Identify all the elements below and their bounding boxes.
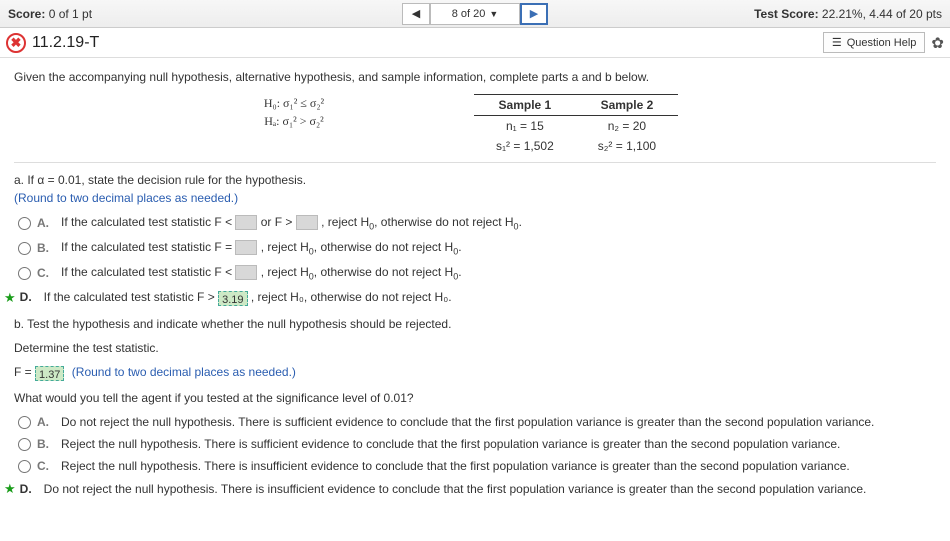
separator [14, 162, 936, 163]
part-a-options: A. If the calculated test statistic F < … [14, 213, 936, 307]
score-left: Score: 0 of 1 pt [8, 7, 92, 21]
score-value: 0 of 1 pt [49, 7, 92, 21]
f-note: (Round to two decimal places as needed.) [72, 365, 296, 379]
letter-B: B. [37, 239, 55, 257]
opt-a-D-value: 3.19 [218, 291, 247, 306]
f-row: F = 1.37 (Round to two decimal places as… [14, 363, 936, 381]
radio-a-C[interactable] [18, 267, 31, 280]
opt-b-A-text: Do not reject the null hypothesis. There… [61, 413, 874, 431]
radio-a-A[interactable] [18, 217, 31, 230]
option-a-C[interactable]: C. If the calculated test statistic F < … [14, 263, 936, 284]
sample2-header: Sample 2 [576, 95, 678, 116]
letter-bC: C. [37, 457, 55, 475]
radio-b-C[interactable] [18, 460, 31, 473]
sub-bar: ✖ 11.2.19-T ☰ Question Help ✿ [0, 28, 950, 58]
option-b-C[interactable]: C. Reject the null hypothesis. There is … [14, 457, 936, 475]
settings-icon[interactable]: ✿ [931, 34, 944, 52]
question-id: 11.2.19-T [32, 34, 99, 52]
letter-bD: D. [20, 480, 38, 498]
opt-b-D-text: Do not reject the null hypothesis. There… [44, 480, 867, 498]
nav-center: ◀ 8 of 20 ▼ ▶ [402, 3, 548, 25]
radio-b-A[interactable] [18, 416, 31, 429]
question-help-button[interactable]: ☰ Question Help [823, 32, 926, 53]
question-help-label: Question Help [847, 37, 917, 49]
sample-table: Sample 1 Sample 2 n₁ = 15 n₂ = 20 s₁² = … [474, 94, 678, 156]
opt-a-C-text: If the calculated test statistic F < , r… [61, 263, 462, 284]
score-label: Score: [8, 7, 45, 21]
opt-a-B-text: If the calculated test statistic F = , r… [61, 238, 462, 259]
opt-b-B-text: Reject the null hypothesis. There is suf… [61, 435, 840, 453]
test-score-label: Test Score: [754, 7, 818, 21]
h0: H₀: σ₁² ≤ σ₂² [154, 94, 434, 112]
part-a-note: (Round to two decimal places as needed.) [14, 189, 936, 207]
opt-a-D-text: If the calculated test statistic F > 3.1… [44, 288, 452, 306]
next-button[interactable]: ▶ [520, 3, 548, 25]
n1: n₁ = 15 [474, 116, 576, 137]
opt-a-A-text: If the calculated test statistic F < or … [61, 213, 522, 234]
letter-bB: B. [37, 435, 55, 453]
part-b-q2: What would you tell the agent if you tes… [14, 389, 936, 407]
determine-label: Determine the test statistic. [14, 339, 936, 357]
sample1-header: Sample 1 [474, 95, 576, 116]
option-b-A[interactable]: A. Do not reject the null hypothesis. Th… [14, 413, 936, 431]
s2: s₂² = 1,100 [576, 136, 678, 156]
prompt-text: Given the accompanying null hypothesis, … [14, 68, 936, 86]
option-b-B[interactable]: B. Reject the null hypothesis. There is … [14, 435, 936, 453]
correct-star-icon-2: ★ [4, 479, 16, 499]
list-icon: ☰ [832, 36, 842, 49]
top-bar: Score: 0 of 1 pt ◀ 8 of 20 ▼ ▶ Test Scor… [0, 0, 950, 28]
n2: n₂ = 20 [576, 116, 678, 137]
radio-b-B[interactable] [18, 438, 31, 451]
option-b-D[interactable]: ★ D. Do not reject the null hypothesis. … [14, 479, 936, 499]
caret-down-icon: ▼ [489, 9, 498, 19]
page-selector[interactable]: 8 of 20 ▼ [430, 3, 520, 25]
radio-a-B[interactable] [18, 242, 31, 255]
f-value[interactable]: 1.37 [35, 366, 64, 381]
s1: s₁² = 1,502 [474, 136, 576, 156]
page-indicator: 8 of 20 [452, 8, 486, 20]
option-a-D[interactable]: ★ D. If the calculated test statistic F … [14, 288, 936, 308]
right-tools: ☰ Question Help ✿ [823, 32, 944, 53]
f-label: F = [14, 365, 35, 379]
test-score: Test Score: 22.21%, 4.44 of 20 pts [754, 7, 942, 21]
part-b-question: b. Test the hypothesis and indicate whet… [14, 315, 936, 333]
option-a-A[interactable]: A. If the calculated test statistic F < … [14, 213, 936, 234]
correct-star-icon: ★ [4, 288, 16, 308]
incorrect-icon: ✖ [6, 33, 26, 53]
content: Given the accompanying null hypothesis, … [0, 58, 950, 513]
letter-A: A. [37, 214, 55, 232]
opt-b-C-text: Reject the null hypothesis. There is ins… [61, 457, 850, 475]
part-b-options: A. Do not reject the null hypothesis. Th… [14, 413, 936, 499]
letter-C: C. [37, 264, 55, 282]
part-a-question: a. If α = 0.01, state the decision rule … [14, 171, 936, 189]
letter-D: D. [20, 288, 38, 306]
letter-bA: A. [37, 413, 55, 431]
option-a-B[interactable]: B. If the calculated test statistic F = … [14, 238, 936, 259]
test-score-value: 22.21%, 4.44 of 20 pts [822, 7, 942, 21]
prev-button[interactable]: ◀ [402, 3, 430, 25]
hypothesis-row: H₀: σ₁² ≤ σ₂² Hₐ: σ₁² > σ₂² Sample 1 Sam… [14, 94, 936, 156]
ha: Hₐ: σ₁² > σ₂² [154, 112, 434, 130]
hypotheses: H₀: σ₁² ≤ σ₂² Hₐ: σ₁² > σ₂² [154, 94, 434, 130]
